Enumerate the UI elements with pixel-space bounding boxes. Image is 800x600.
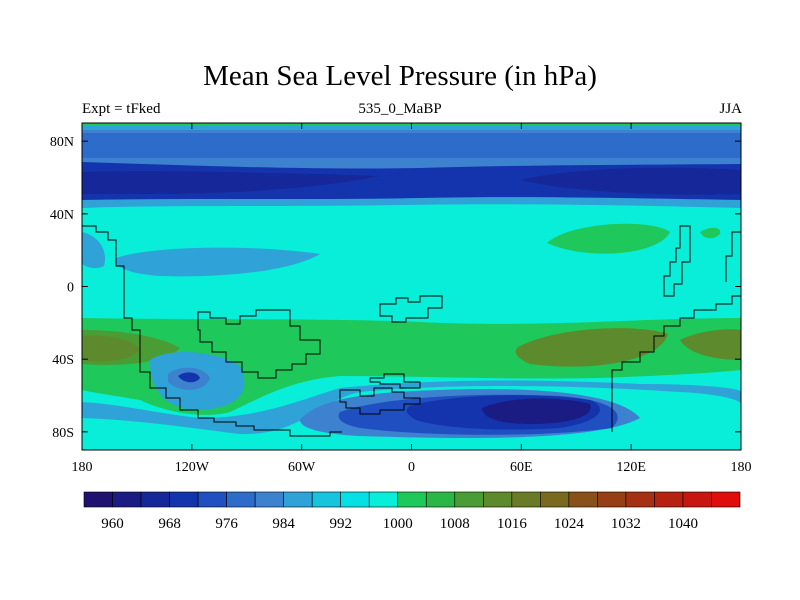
coastline-south-america bbox=[197, 309, 321, 379]
colorbar-swatch bbox=[254, 491, 284, 508]
lon-tick-label: 180 bbox=[731, 460, 752, 475]
africa-high-1004 bbox=[547, 223, 670, 254]
colorbar-swatch bbox=[368, 491, 399, 508]
southern-high-1016-indian bbox=[515, 328, 668, 367]
coastline-asia-south bbox=[611, 295, 741, 432]
colorbar-swatch bbox=[540, 491, 570, 508]
colorbar-swatch bbox=[397, 491, 427, 508]
colorbar-label: 1024 bbox=[554, 516, 585, 532]
pacific-low-988 bbox=[114, 247, 320, 277]
colorbar-swatch bbox=[197, 491, 227, 508]
experiment-label: Expt = tFked bbox=[82, 101, 161, 117]
lat-tick-label: 0 bbox=[67, 281, 74, 296]
colorbar-swatch bbox=[425, 491, 456, 508]
colorbar-label: 1008 bbox=[440, 516, 470, 532]
lon-tick-label: 120E bbox=[616, 460, 646, 475]
colorbar-label: 984 bbox=[272, 516, 295, 532]
lon-tick-label: 180 bbox=[72, 460, 93, 475]
colorbar-label: 1040 bbox=[668, 516, 698, 532]
coastline-east-edge bbox=[725, 231, 741, 282]
coastline-island-b bbox=[369, 373, 421, 389]
colorbar-swatch bbox=[140, 491, 170, 508]
lat-tick-label: 40S bbox=[52, 353, 74, 368]
colorbar: 960 968 976 984 992 1000 1008 1016 1024 1032 1040 bbox=[83, 491, 741, 532]
colorbar-swatch bbox=[83, 491, 113, 508]
colorbar-swatch bbox=[654, 491, 684, 508]
colorbar-swatch bbox=[625, 491, 655, 508]
northern-980-band bbox=[82, 133, 741, 158]
lat-tick-label: 80S bbox=[52, 426, 74, 441]
southern-low-960 bbox=[482, 398, 591, 424]
colorbar-swatch bbox=[169, 491, 199, 508]
colorbar-label: 976 bbox=[215, 516, 238, 532]
colorbar-label: 992 bbox=[329, 516, 352, 532]
colorbar-swatch bbox=[283, 491, 313, 508]
south-pacific-low-976 bbox=[178, 372, 200, 383]
colorbar-label: 1016 bbox=[497, 516, 528, 532]
coastlines bbox=[82, 225, 741, 437]
colorbar-swatch bbox=[682, 491, 712, 508]
lat-tick-label: 40N bbox=[50, 208, 74, 223]
period-label: 535_0_MaBP bbox=[358, 101, 442, 117]
season-label: JJA bbox=[719, 101, 742, 117]
colorbar-label: 968 bbox=[158, 516, 181, 532]
coastline-island-a bbox=[339, 387, 421, 415]
colorbar-label: 1032 bbox=[611, 516, 641, 532]
coastline-africa-gulf bbox=[379, 295, 443, 323]
colorbar-swatch bbox=[568, 491, 598, 508]
southern-high-1016-west bbox=[82, 335, 140, 362]
colorbar-swatch bbox=[311, 491, 341, 508]
lon-tick-label: 60W bbox=[288, 460, 316, 475]
colorbar-swatch bbox=[483, 491, 513, 508]
lon-tick-label: 0 bbox=[408, 460, 415, 475]
pressure-field bbox=[82, 123, 741, 450]
southern-high-1016-east bbox=[680, 329, 741, 360]
trough-pacific-972 bbox=[82, 171, 380, 195]
lat-tick-label: 80N bbox=[50, 135, 74, 150]
colorbar-label: 960 bbox=[101, 516, 124, 532]
trough-asia-972 bbox=[520, 167, 741, 195]
colorbar-swatch bbox=[597, 491, 627, 508]
latitude-axis: 80N 40N 0 40S 80S bbox=[50, 135, 741, 441]
small-high-1004 bbox=[700, 227, 721, 239]
colorbar-swatch bbox=[226, 491, 256, 508]
colorbar-swatch bbox=[454, 491, 484, 508]
west-edge-low bbox=[82, 232, 106, 269]
plot-title: Mean Sea Level Pressure (in hPa) bbox=[203, 60, 597, 92]
lon-tick-label: 120W bbox=[175, 460, 210, 475]
colorbar-swatch bbox=[340, 491, 370, 508]
colorbar-swatch bbox=[511, 491, 541, 508]
colorbar-label: 1000 bbox=[383, 516, 413, 532]
colorbar-swatch bbox=[112, 491, 142, 508]
colorbar-swatch bbox=[711, 491, 741, 508]
longitude-axis: 180 120W 60W 0 60E 120E 180 bbox=[72, 123, 752, 475]
coastline-asia-peninsula bbox=[663, 225, 691, 297]
coastline-americas-west bbox=[82, 225, 342, 437]
lon-tick-label: 60E bbox=[510, 460, 533, 475]
